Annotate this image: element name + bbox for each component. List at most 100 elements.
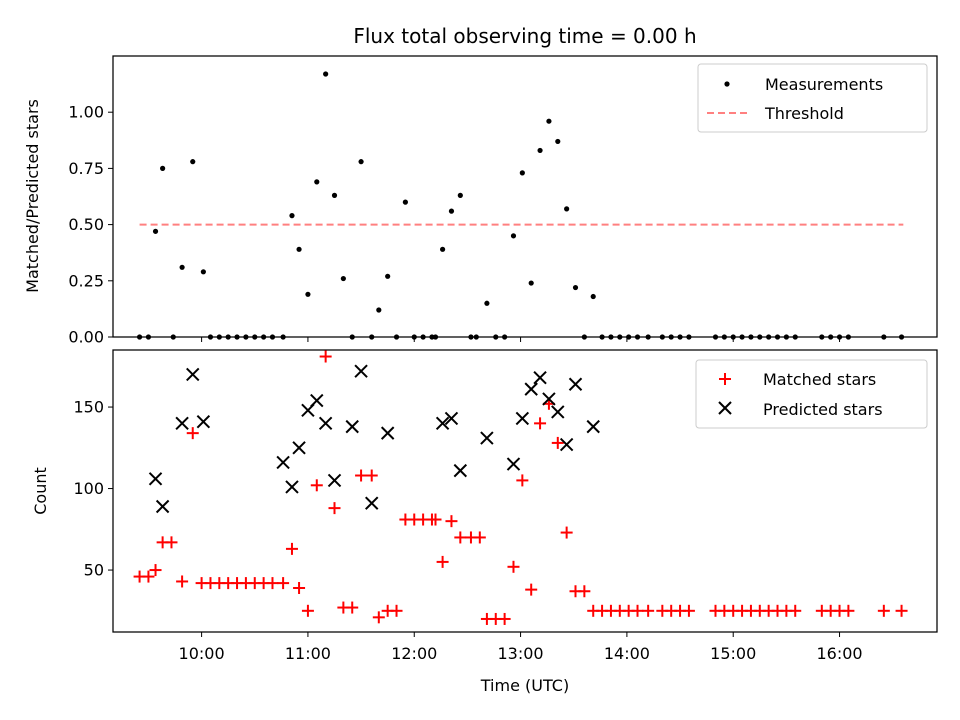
legend-measurements-label: Measurements: [765, 75, 883, 94]
x-tick-label: 11:00: [285, 644, 331, 663]
measurement-point: [340, 275, 346, 282]
measurement-point: [493, 334, 499, 340]
matched-star-point: [355, 469, 368, 482]
measurement-point: [748, 334, 754, 340]
y-tick-label: 0.25: [68, 271, 104, 290]
measurement-point: [590, 293, 596, 300]
measurement-point: [323, 71, 329, 77]
top-y-axis: 0.00 0.25 0.50 0.75 1.00: [68, 103, 113, 347]
y-tick-label: 0.50: [68, 215, 104, 234]
measurement-point: [314, 179, 320, 185]
measurement-point: [626, 334, 632, 340]
measurement-point: [369, 334, 375, 340]
measurement-point: [686, 334, 692, 340]
measurement-point: [537, 147, 543, 154]
measurement-point: [190, 159, 196, 165]
matched-star-point: [454, 531, 467, 544]
measurement-point: [645, 334, 651, 340]
measurement-point: [473, 334, 479, 340]
bottom-y-axis-label: Count: [31, 467, 50, 515]
measurement-point: [261, 334, 267, 340]
measurement-point: [845, 334, 851, 340]
predicted-star-point: [480, 431, 494, 445]
predicted-star-point: [345, 419, 359, 434]
measurement-point: [546, 118, 552, 124]
bottom-legend: Matched stars Predicted stars: [695, 359, 928, 429]
predicted-star-point: [318, 416, 333, 431]
measurement-point: [502, 334, 508, 340]
measurement-point: [572, 284, 579, 291]
matched-star-point: [436, 555, 449, 568]
legend-predicted-marker: [718, 401, 732, 415]
measurement-point: [136, 334, 143, 340]
measurement-point: [376, 307, 382, 313]
matched-star-point: [310, 479, 323, 492]
x-tick-label: 13:00: [498, 644, 544, 663]
legend-threshold-label: Threshold: [764, 104, 844, 123]
measurement-point: [739, 334, 745, 340]
measurement-point: [468, 334, 474, 340]
measurement-point: [216, 334, 222, 340]
measurement-point: [634, 334, 641, 340]
predicted-stars-series: [148, 364, 600, 514]
matched-star-point: [266, 577, 279, 590]
top-legend: Measurements Threshold: [697, 63, 928, 133]
predicted-star-point: [292, 441, 306, 455]
measurement-point: [766, 334, 772, 340]
legend-matched-marker: [719, 373, 731, 385]
matched-star-point: [372, 611, 385, 624]
measurement-point: [402, 199, 408, 205]
measurement-point: [358, 159, 364, 165]
measurement-point: [280, 334, 286, 340]
matched-star-point: [578, 585, 591, 598]
matched-star-point: [429, 513, 442, 526]
predicted-star-point: [542, 392, 556, 406]
x-tick-label: 16:00: [816, 644, 862, 663]
measurement-point: [898, 334, 905, 340]
predicted-star-point: [186, 367, 200, 382]
bottom-plot-frame: [112, 349, 938, 633]
measurement-point: [510, 233, 517, 239]
measurement-point: [207, 334, 214, 340]
measurement-point: [432, 334, 439, 340]
top-plot-frame: [112, 55, 938, 338]
measurement-point: [783, 334, 789, 340]
predicted-star-point: [310, 393, 324, 408]
measurement-point: [555, 138, 561, 145]
matched-star-point: [789, 604, 802, 617]
matched-star-point: [473, 531, 486, 544]
measurement-point: [608, 334, 614, 340]
measurement-point: [385, 273, 391, 279]
measurement-point: [160, 165, 166, 171]
matched-star-point: [365, 469, 378, 482]
matched-star-point: [165, 536, 178, 549]
measurement-point: [792, 334, 798, 340]
x-tick-label: 14:00: [604, 644, 650, 663]
measurement-point: [617, 334, 623, 340]
predicted-star-point: [435, 416, 450, 431]
bottom-x-axis-label: Time (UTC): [480, 676, 569, 695]
measurement-point: [269, 334, 276, 340]
predicted-star-point: [533, 371, 547, 385]
measurement-point: [179, 264, 185, 270]
measurement-point: [712, 334, 719, 340]
bottom-x-axis: 10:00 11:00 12:00 13:00 14:00 15:00 16:00: [179, 632, 863, 663]
predicted-star-point: [524, 382, 538, 396]
measurements-series: [136, 71, 905, 340]
measurement-point: [836, 334, 843, 340]
top-chart-title: Flux total observing time = 0.00 h: [353, 24, 696, 48]
y-tick-label: 0.00: [68, 328, 104, 347]
measurement-point: [484, 300, 490, 306]
measurement-point: [519, 170, 525, 176]
matched-star-point: [525, 583, 538, 596]
matched-star-point: [631, 604, 644, 617]
measurement-point: [331, 192, 338, 198]
measurement-point: [774, 334, 781, 340]
matched-star-point: [301, 604, 314, 617]
measurement-point: [152, 228, 159, 234]
matched-star-point: [445, 515, 458, 528]
measurement-point: [200, 269, 206, 275]
measurement-point: [252, 334, 258, 340]
measurement-point: [828, 334, 834, 340]
measurement-point: [677, 334, 683, 340]
